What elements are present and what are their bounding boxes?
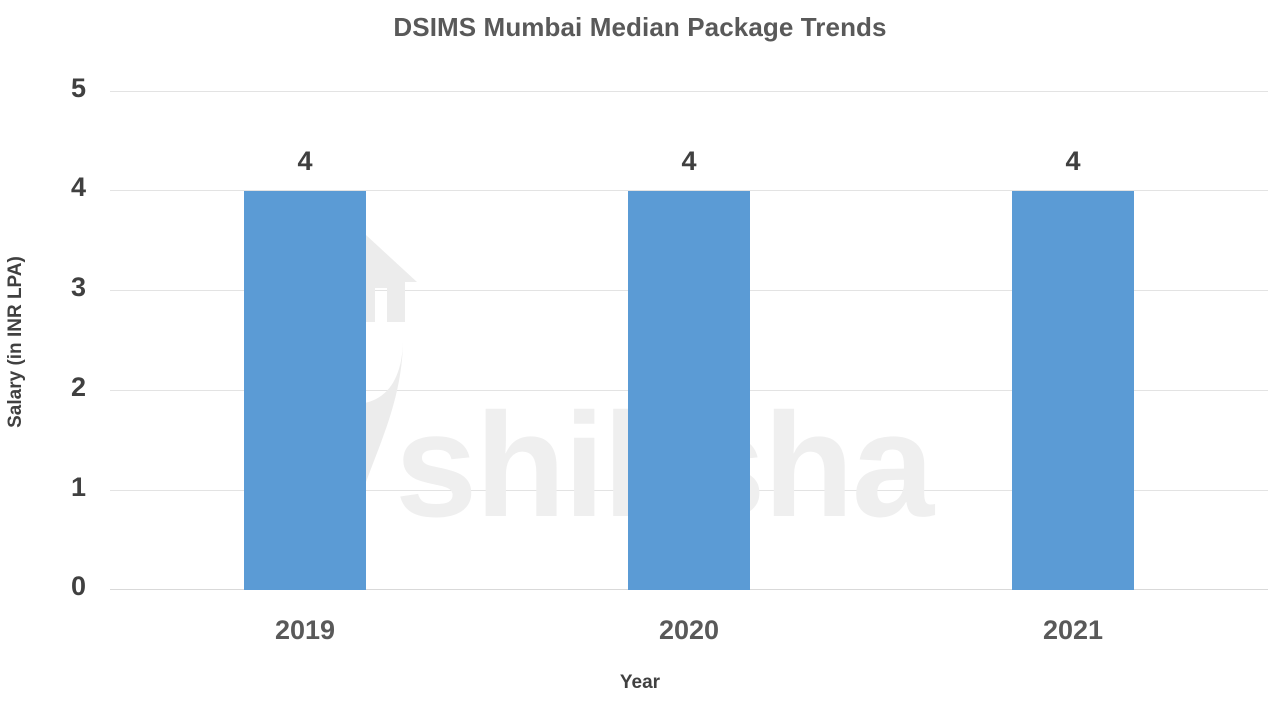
y-tick-3: 3 <box>70 272 86 302</box>
y-tick-2: 2 <box>70 372 86 402</box>
x-tick-2020: 2020 <box>658 615 720 645</box>
y-tick-5: 5 <box>70 73 86 103</box>
gridline-5 <box>110 91 1268 92</box>
bar-2021[interactable] <box>1012 190 1134 590</box>
bar-2019[interactable] <box>244 190 366 590</box>
y-tick-1: 1 <box>70 472 86 502</box>
y-axis-title: Salary (in INR LPA) <box>5 256 26 428</box>
x-tick-2019: 2019 <box>274 615 336 645</box>
y-tick-4: 4 <box>70 172 86 202</box>
y-tick-0: 0 <box>70 571 86 601</box>
gridline-4 <box>110 190 1268 191</box>
bar-label-2020: 4 <box>681 145 697 176</box>
bar-2020[interactable] <box>628 190 750 590</box>
bar-label-2019: 4 <box>297 145 313 176</box>
x-tick-2021: 2021 <box>1042 615 1104 645</box>
chart-title: DSIMS Mumbai Median Package Trends <box>393 12 887 42</box>
bar-label-2021: 4 <box>1065 145 1081 176</box>
x-axis-title: Year <box>619 672 661 693</box>
